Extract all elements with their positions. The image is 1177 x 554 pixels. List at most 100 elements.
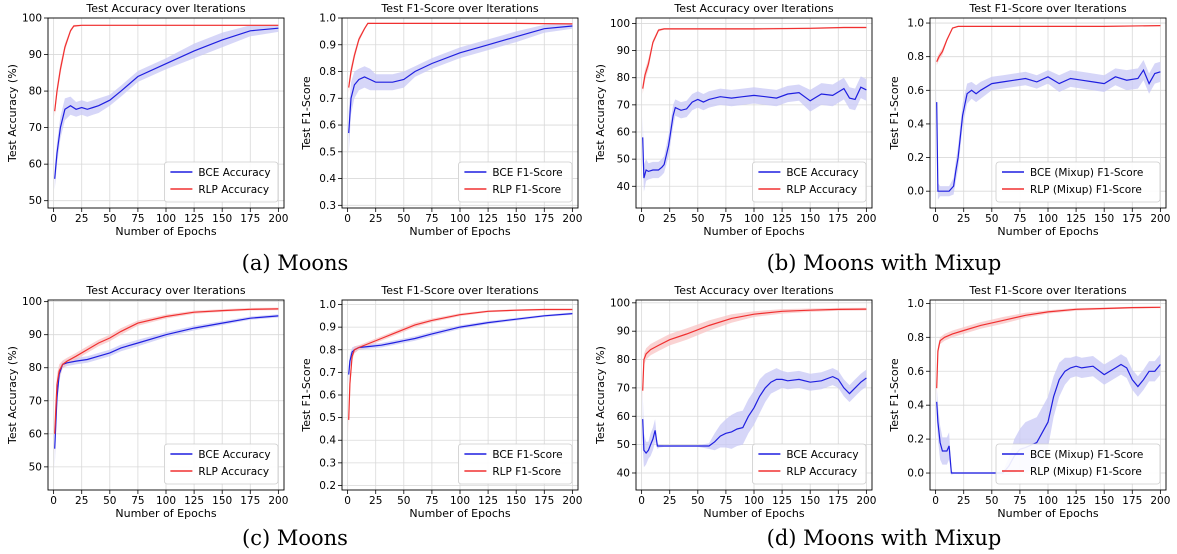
chart-5-title: Test Accuracy over Iterations bbox=[85, 284, 246, 297]
chart-5-xtick-label: 200 bbox=[268, 495, 288, 507]
chart-4-xtick-label: 175 bbox=[1122, 213, 1142, 225]
chart-3-ytick-label: 80 bbox=[617, 72, 630, 84]
chart-3-xtick-label: 100 bbox=[744, 213, 764, 225]
chart-8-frame bbox=[929, 299, 1167, 491]
chart-4-legend-box bbox=[995, 161, 1161, 203]
chart-1-xtick-label: 175 bbox=[240, 213, 260, 225]
chart-6-xtick-label: 200 bbox=[562, 495, 582, 507]
chart-2-series-1-line bbox=[348, 25, 573, 134]
chart-2-ytick-label: 0.5 bbox=[319, 146, 336, 158]
chart-7-series-1-band bbox=[642, 368, 867, 468]
chart-5-legend-label-1: BCE Accuracy bbox=[198, 449, 270, 461]
chart-8-legend-label-2: RLP (Mixup) F1-Score bbox=[1030, 466, 1142, 478]
chart-8-series-1-band bbox=[936, 354, 1161, 475]
chart-8-ytick-label: 0.2 bbox=[907, 434, 924, 446]
chart-7-ytick-label: 50 bbox=[617, 439, 630, 451]
chart-2-xtick-label: 175 bbox=[534, 213, 554, 225]
chart-3-ytick-label: 40 bbox=[617, 181, 630, 193]
chart-6-xlabel: Number of Epochs bbox=[409, 507, 510, 520]
chart-7-ytick-label: 60 bbox=[617, 411, 630, 423]
chart-4-series-2-band bbox=[936, 25, 1161, 66]
chart-panel-6: Test F1-Score over Iterations 0 25 50 75 100 1… bbox=[294, 282, 586, 528]
chart-3-series-1-band bbox=[642, 76, 867, 192]
chart-5-ytick-label: 90 bbox=[29, 329, 42, 341]
chart-8-legend-label-1: BCE (Mixup) F1-Score bbox=[1030, 449, 1143, 461]
chart-6-series-2-line bbox=[348, 308, 573, 420]
chart-8-xtick-label: 75 bbox=[1013, 495, 1026, 507]
chart-8-ytick-label: 0.6 bbox=[907, 366, 924, 378]
chart-6-legend-label-1: BCE F1-Score bbox=[492, 449, 562, 461]
chart-5-xlabel: Number of Epochs bbox=[115, 507, 216, 520]
chart-7-legend-label-1: BCE Accuracy bbox=[786, 449, 858, 461]
chart-7-svg: Test Accuracy over Iterations 0 25 50 75 100 1… bbox=[594, 284, 876, 520]
chart-panel-8: Test F1-Score over Iterations 0 25 50 75 100 1… bbox=[882, 282, 1174, 528]
chart-3-series-2-band bbox=[642, 26, 867, 95]
chart-7-xtick-label: 125 bbox=[772, 495, 792, 507]
chart-4-xtick-label: 0 bbox=[932, 213, 939, 225]
chart-6-ytick-label: 0.4 bbox=[319, 435, 336, 447]
chart-4-xtick-label: 100 bbox=[1038, 213, 1058, 225]
chart-1-series-1-band bbox=[54, 24, 279, 190]
chart-3-xtick-label: 200 bbox=[856, 213, 876, 225]
chart-7-ytick-label: 70 bbox=[617, 382, 630, 394]
chart-5-xtick-label: 150 bbox=[212, 495, 232, 507]
chart-6-ytick-label: 0.7 bbox=[319, 367, 336, 379]
chart-panel-3: Test Accuracy over Iterations 0 25 50 75 100 1… bbox=[588, 0, 880, 246]
chart-6-legend-label-2: RLP F1-Score bbox=[492, 466, 561, 478]
chart-8-xtick-label: 100 bbox=[1038, 495, 1058, 507]
chart-6-svg: Test F1-Score over Iterations 0 25 50 75 100 1… bbox=[300, 284, 582, 520]
chart-6-series-1-line bbox=[348, 313, 573, 375]
chart-4-ytick-label: 0.4 bbox=[907, 118, 924, 130]
chart-1-legend-box bbox=[163, 161, 279, 203]
chart-6-frame bbox=[341, 299, 579, 491]
chart-6-xtick-label: 100 bbox=[450, 495, 470, 507]
chart-6-ytick-label: 0.6 bbox=[319, 390, 336, 402]
chart-1-xtick-label: 100 bbox=[156, 213, 176, 225]
chart-6-xtick-label: 75 bbox=[425, 495, 438, 507]
chart-2-ytick-label: 0.8 bbox=[319, 66, 336, 78]
chart-2-legend-label-2: RLP F1-Score bbox=[492, 184, 561, 196]
chart-8-legend-box bbox=[995, 443, 1161, 485]
chart-1-series-2-line bbox=[54, 24, 279, 112]
chart-3-xtick-label: 0 bbox=[638, 213, 645, 225]
chart-4-xtick-label: 25 bbox=[957, 213, 970, 225]
chart-3-xtick-label: 50 bbox=[691, 213, 704, 225]
chart-7-xtick-label: 100 bbox=[744, 495, 764, 507]
chart-8-xtick-label: 150 bbox=[1094, 495, 1114, 507]
chart-3-legend-label-2: RLP Accuracy bbox=[786, 184, 857, 196]
chart-5-ytick-label: 60 bbox=[29, 428, 42, 440]
chart-6-ytick-label: 0.8 bbox=[319, 344, 336, 356]
chart-6-ytick-label: 0.3 bbox=[319, 457, 336, 469]
chart-7-series-2-band bbox=[642, 307, 867, 403]
chart-1-svg: Test Accuracy over Iterations 0 25 50 75 100 1… bbox=[6, 2, 288, 238]
chart-7-title: Test Accuracy over Iterations bbox=[673, 284, 834, 297]
chart-2-series-1-band bbox=[348, 23, 573, 155]
chart-7-legend-label-2: RLP Accuracy bbox=[786, 466, 857, 478]
chart-3-xtick-label: 150 bbox=[800, 213, 820, 225]
chart-1-ytick-label: 80 bbox=[29, 86, 42, 98]
chart-8-ytick-label: 0.4 bbox=[907, 400, 924, 412]
chart-8-ylabel: Test F1-Score bbox=[888, 358, 901, 432]
chart-1-title: Test Accuracy over Iterations bbox=[85, 2, 246, 15]
chart-5-legend-label-2: RLP Accuracy bbox=[198, 466, 269, 478]
chart-3-ylabel: Test Accuracy (%) bbox=[594, 64, 607, 163]
chart-panel-4: Test F1-Score over Iterations 0 25 50 75 100 1… bbox=[882, 0, 1174, 246]
chart-3-ytick-label: 70 bbox=[617, 99, 630, 111]
chart-8-series-1-line bbox=[936, 363, 1161, 474]
chart-3-ytick-label: 60 bbox=[617, 127, 630, 139]
chart-5-frame bbox=[47, 299, 285, 491]
chart-7-ytick-label: 100 bbox=[610, 297, 630, 309]
chart-6-xtick-label: 175 bbox=[534, 495, 554, 507]
chart-1-xlabel: Number of Epochs bbox=[115, 225, 216, 238]
chart-6-xtick-label: 25 bbox=[369, 495, 382, 507]
chart-1-xtick-label: 150 bbox=[212, 213, 232, 225]
chart-4-xtick-label: 150 bbox=[1094, 213, 1114, 225]
chart-4-xtick-label: 50 bbox=[985, 213, 998, 225]
chart-8-series-2-line bbox=[936, 306, 1161, 389]
chart-2-xtick-label: 200 bbox=[562, 213, 582, 225]
chart-2-svg: Test F1-Score over Iterations 0 25 50 75 100 1… bbox=[300, 2, 582, 238]
chart-8-xlabel: Number of Epochs bbox=[997, 507, 1098, 520]
chart-4-frame bbox=[929, 17, 1167, 209]
chart-2-ytick-label: 0.9 bbox=[319, 39, 336, 51]
chart-2-xtick-label: 125 bbox=[478, 213, 498, 225]
